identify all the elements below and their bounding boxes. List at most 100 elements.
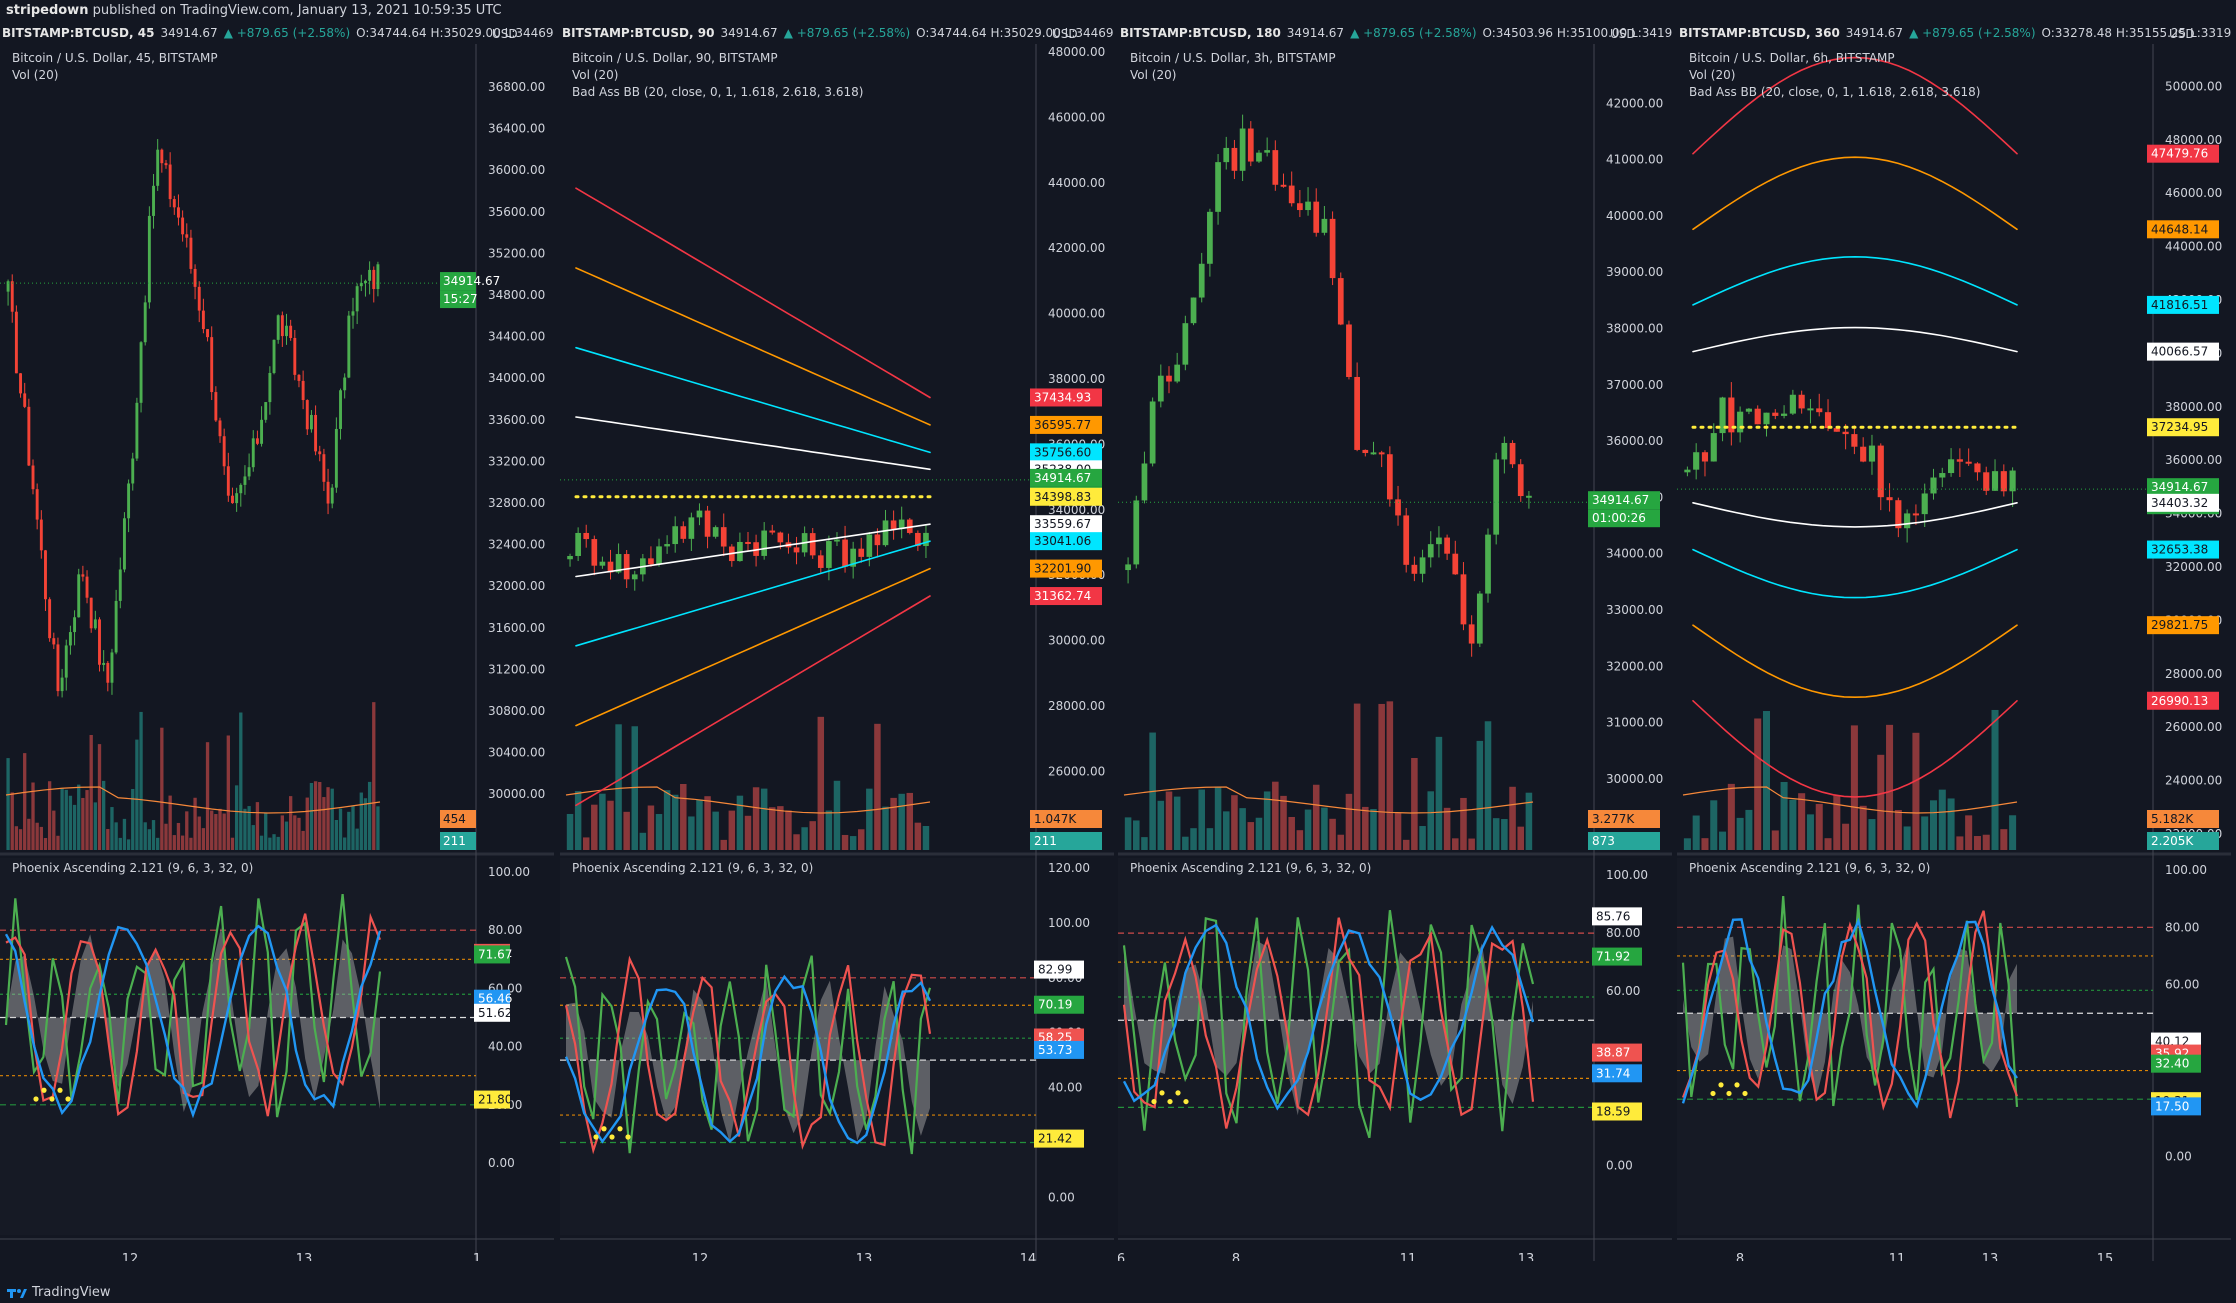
chart-canvas[interactable]: 42000.00 41000.00 40000.00 39000.00 38000.00…	[1118, 22, 1672, 1261]
legend-line[interactable]: Vol (20)	[572, 68, 619, 82]
price-axis-label	[2147, 616, 2219, 635]
chart-panel-4[interactable]: BITSTAMP:BTCUSD, 360 34914.67 ▲ +879.65 (+…	[1677, 22, 2231, 1283]
chart-panel-3[interactable]: BITSTAMP:BTCUSD, 180 34914.67 ▲ +879.65 (+…	[1118, 22, 1672, 1283]
candle-body	[93, 619, 97, 629]
time-tick-label: 6	[1118, 1252, 1125, 1261]
candle-body	[314, 414, 318, 452]
candle-body	[6, 281, 10, 292]
chart-canvas[interactable]: 50000.0048000.0046000.0044000.0042000.00…	[1677, 22, 2231, 1261]
osc-axis-label-text: 18.59	[1596, 1104, 1630, 1118]
volume-bar	[1280, 795, 1287, 850]
candle-body	[1956, 459, 1963, 462]
candle-body	[1965, 461, 1972, 464]
legend-line[interactable]: Bitcoin / U.S. Dollar, 3h, BITSTAMP	[1130, 51, 1336, 65]
time-tick-label: 13	[296, 1252, 313, 1261]
volume-bar	[801, 827, 808, 850]
volume-bar	[309, 782, 314, 850]
volume-bar	[704, 796, 711, 850]
bollinger-band-line	[575, 346, 931, 454]
volume-bar	[1850, 725, 1858, 850]
osc-signal-line	[4, 893, 382, 1118]
volume-bar	[898, 793, 905, 850]
price-axis-label-text: 34403.32	[2151, 496, 2208, 510]
bollinger-band-line	[1692, 502, 2018, 528]
volume-bar	[1886, 724, 1894, 850]
price-axis-label	[1588, 832, 1660, 850]
volume-bar	[1255, 817, 1263, 850]
volume-bar	[326, 787, 330, 850]
candle-body	[235, 493, 239, 504]
candle-body	[260, 419, 264, 444]
bollinger-band-line	[575, 416, 931, 471]
legend-line[interactable]: Bitcoin / U.S. Dollar, 6h, BITSTAMP	[1689, 51, 1895, 65]
candle-body	[1436, 537, 1442, 545]
chart-canvas[interactable]: 48000.00 46000.00 44000.00 42000.00 40000.00…	[560, 22, 1114, 1261]
volume-bar	[582, 837, 590, 850]
candle-body	[177, 207, 180, 218]
volume-bar	[785, 810, 792, 850]
volume-bar	[35, 822, 39, 850]
volume-bar	[201, 828, 206, 850]
chart-panel-2[interactable]: BITSTAMP:BTCUSD, 90 34914.67 ▲ +879.65 (+2…	[560, 22, 1114, 1283]
volume-bar	[1386, 701, 1394, 850]
osc-axis-label	[1592, 947, 1642, 966]
candle-body	[172, 199, 176, 208]
symbol-header: BITSTAMP:BTCUSD, 180 34914.67 ▲ +879.65 (+…	[1118, 22, 1672, 44]
publisher-user[interactable]: stripedown	[6, 3, 89, 18]
currency-label[interactable]: USD	[492, 27, 518, 41]
price-axis-label-text: 29821.75	[2151, 618, 2208, 632]
volume-bar	[566, 813, 574, 850]
volume-bar	[1362, 806, 1369, 850]
currency-label[interactable]: USD	[2169, 27, 2195, 41]
volume-bar	[139, 711, 143, 850]
price-tick-label: 34000.00	[1606, 547, 1663, 561]
legend-line[interactable]: Vol (20)	[1689, 68, 1736, 82]
volume-bar	[655, 814, 663, 850]
osc-axis-label	[2151, 1097, 2201, 1116]
volume-bar	[297, 817, 301, 850]
candle-body	[152, 185, 155, 216]
chart-canvas[interactable]: 36800.00 36400.00 36000.00 35600.00 35200.00…	[0, 22, 554, 1261]
volume-bar	[10, 792, 14, 850]
volume-bar	[1798, 793, 1806, 850]
legend-line[interactable]: Bitcoin / U.S. Dollar, 90, BITSTAMP	[572, 51, 778, 65]
legend-line[interactable]: Vol (20)	[12, 68, 59, 82]
legend-line[interactable]: Vol (20)	[1130, 68, 1177, 82]
candle-body	[56, 644, 60, 692]
osc-signal-line	[5, 912, 382, 1117]
legend-line[interactable]: Bad Ass BB (20, close, 0, 1, 1.618, 2.61…	[572, 85, 864, 99]
candle-body	[27, 406, 31, 466]
legend-line[interactable]: Bad Ass BB (20, close, 0, 1, 1.618, 2.61…	[1689, 85, 1981, 99]
candle-body	[882, 520, 889, 546]
currency-label[interactable]: USD	[1610, 27, 1636, 41]
candle-body	[351, 311, 355, 316]
price-tick-label: 39000.00	[1606, 265, 1663, 279]
osc-axis-label	[1034, 995, 1084, 1014]
price-tick-label: 33000.00	[1606, 603, 1663, 617]
candle-body	[817, 555, 824, 568]
osc-signal-line	[4, 924, 382, 1119]
candle-body	[1207, 211, 1213, 264]
osc-tick-label: 100.00	[2165, 863, 2207, 877]
candle-body	[704, 510, 711, 537]
osc-tick-label: 0.00	[1048, 1190, 1075, 1204]
osc-axis-label-text: 85.76	[1596, 909, 1630, 923]
volume-bar	[631, 726, 638, 850]
chart-panel-1[interactable]: BITSTAMP:BTCUSD, 45 34914.67 ▲ +879.65 (+2…	[0, 22, 554, 1283]
candle-body	[289, 325, 293, 338]
osc-signal-dot	[1734, 1082, 1740, 1088]
price-tick-label: 33600.00	[488, 413, 545, 427]
price-axis-label	[1030, 468, 1102, 487]
candle-body	[1991, 471, 1999, 491]
volume-bar	[251, 825, 255, 850]
footer-brand[interactable]: TradingView	[32, 1285, 111, 1300]
candle-body	[222, 436, 226, 467]
candle-body	[1198, 263, 1205, 298]
currency-label[interactable]: USD	[1052, 27, 1078, 41]
price-tick-label: 34000.00	[488, 371, 545, 385]
candle-body	[193, 268, 197, 287]
bollinger-band-line	[575, 540, 931, 647]
volume-bar	[1312, 784, 1320, 850]
legend-line[interactable]: Bitcoin / U.S. Dollar, 45, BITSTAMP	[12, 51, 218, 65]
price-tick-label: 46000.00	[1048, 110, 1105, 124]
